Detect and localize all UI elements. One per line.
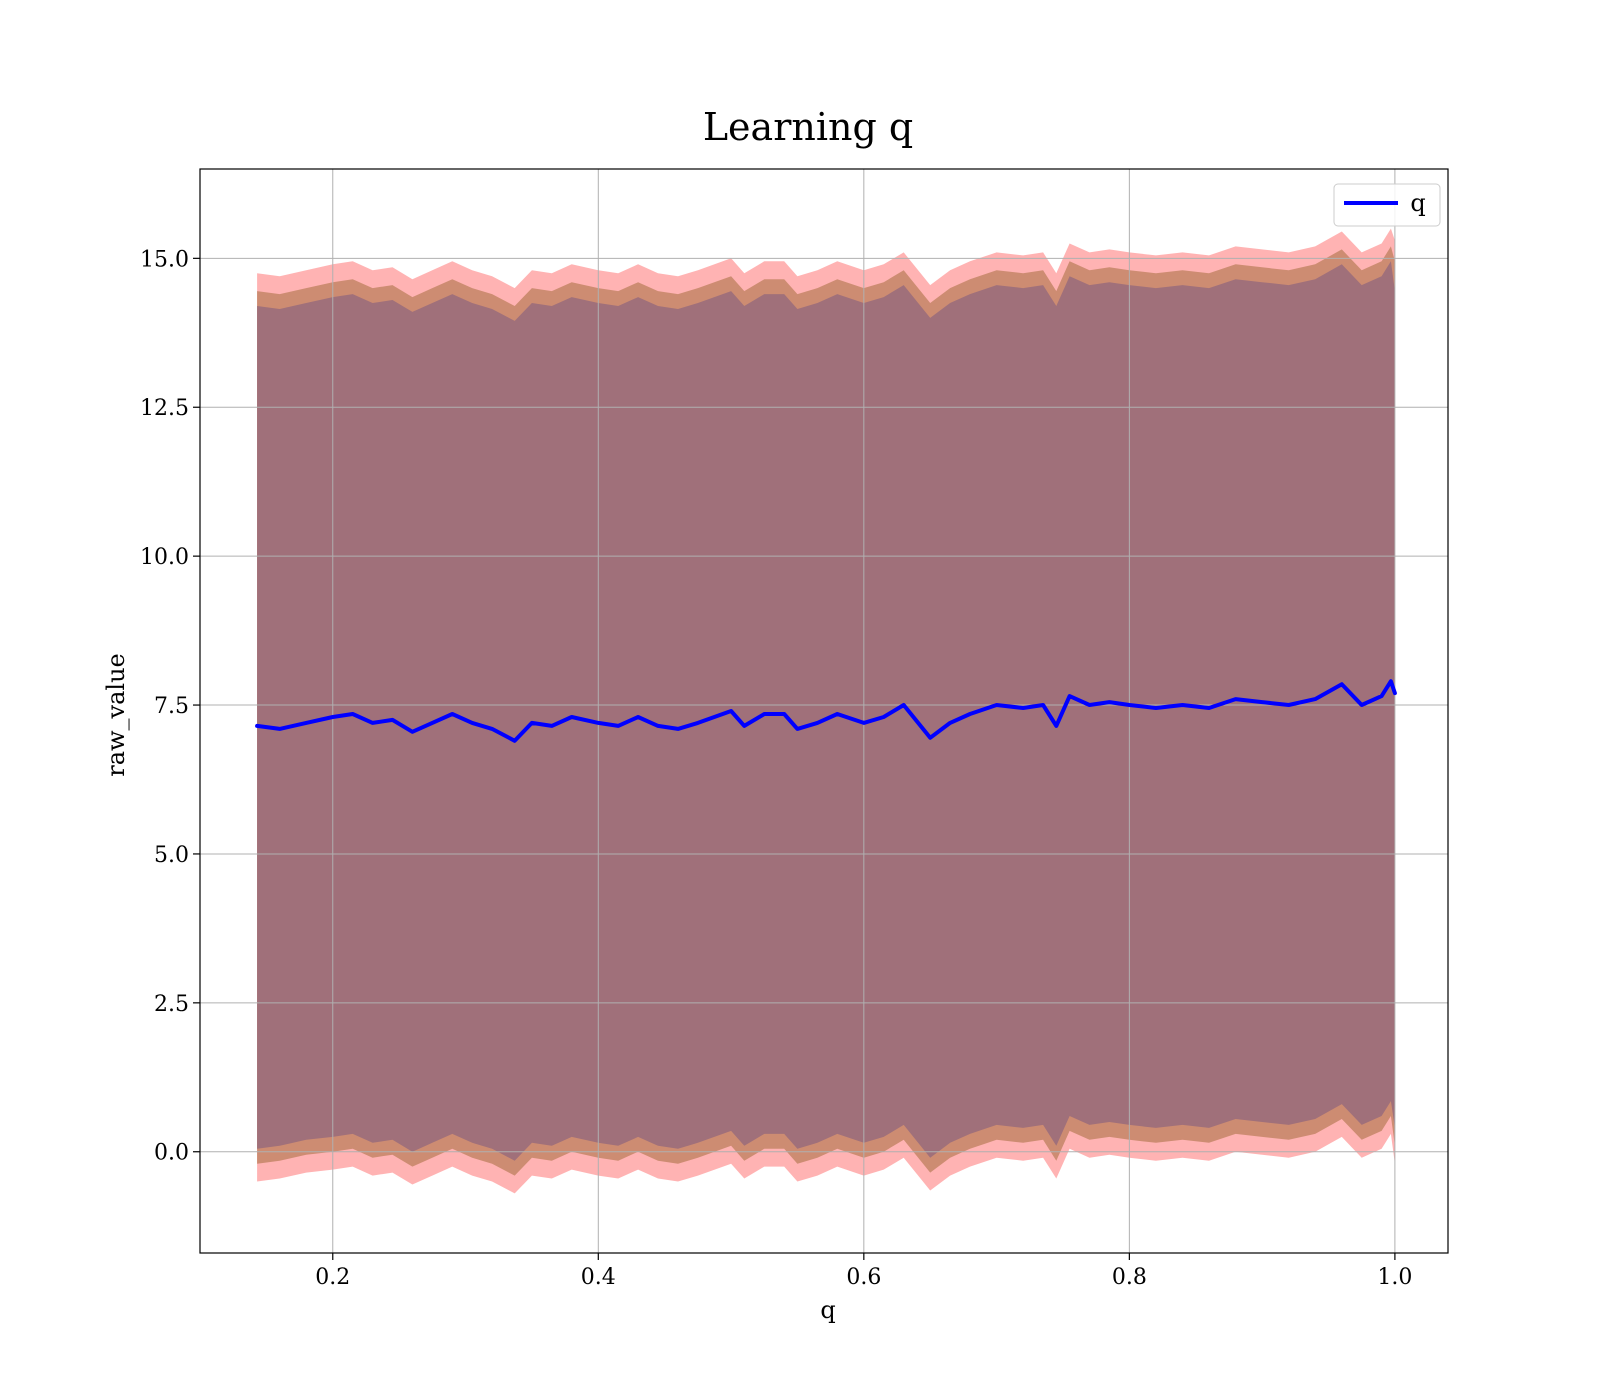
- y-tick-label: 2.5: [154, 992, 189, 1017]
- chart-title: Learning q: [703, 105, 913, 149]
- y-tick-label: 15.0: [140, 247, 189, 272]
- y-tick-label: 12.5: [140, 396, 189, 421]
- y-tick-label: 10.0: [140, 545, 189, 570]
- legend-label-q: q: [1410, 189, 1425, 217]
- plot-frame: [199, 168, 1449, 1254]
- y-tick-label: 0.0: [154, 1141, 189, 1166]
- x-tick-label: 0.6: [846, 1265, 881, 1290]
- x-tick-label: 0.4: [581, 1265, 616, 1290]
- y-tick-label: 5.0: [154, 843, 189, 868]
- x-axis-label: q: [820, 1296, 835, 1324]
- y-axis-label: raw_value: [102, 653, 130, 777]
- y-tick-label: 7.5: [154, 694, 189, 719]
- plot-area: [199, 168, 1449, 1254]
- legend: q: [1333, 183, 1441, 227]
- x-axis: 0.2 0.4 0.6 0.8 1.0: [315, 1253, 1412, 1290]
- band-inner: [257, 261, 1395, 1161]
- grid-lines: [200, 169, 1448, 1253]
- uncertainty-bands: [257, 228, 1395, 1194]
- x-tick-label: 1.0: [1377, 1265, 1412, 1290]
- y-axis: 0.0 2.5 5.0 7.5 10.0 12.5 15.0: [140, 247, 200, 1166]
- x-tick-label: 0.2: [315, 1265, 350, 1290]
- x-tick-label: 0.8: [1112, 1265, 1147, 1290]
- series-line-q: [255, 679, 1397, 743]
- series-lines: [255, 679, 1397, 743]
